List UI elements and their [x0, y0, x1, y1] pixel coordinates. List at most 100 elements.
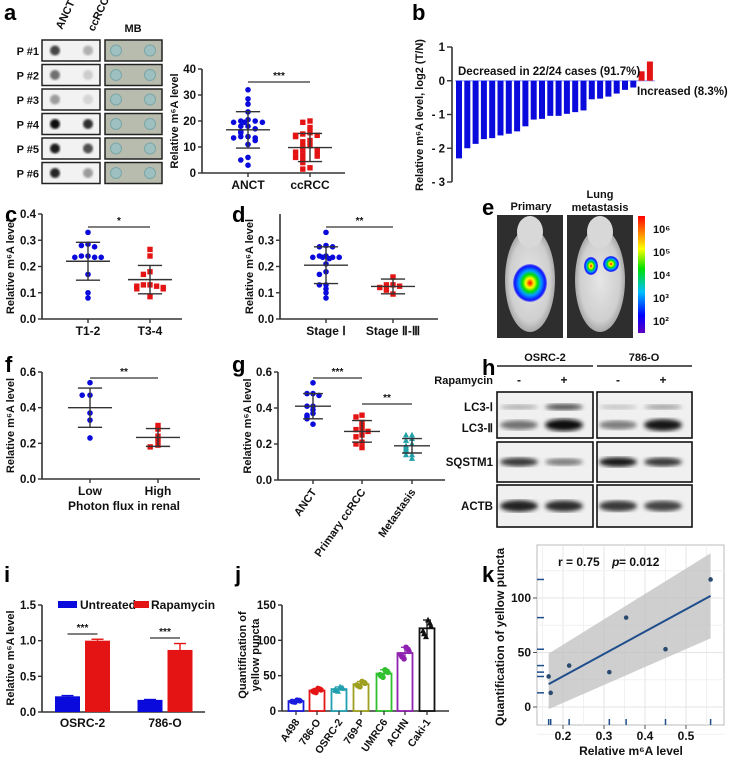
- legend-swatch-untreated: [58, 601, 77, 608]
- protein-band: [644, 419, 682, 431]
- data-point: [252, 126, 258, 132]
- mb-dot: [110, 118, 122, 130]
- data-point: [300, 166, 306, 172]
- lane-label: ccRCC: [86, 0, 112, 33]
- y-tick-label: 0.0: [256, 475, 272, 487]
- protein-band: [500, 420, 538, 430]
- protein-band: [599, 420, 637, 430]
- significance-label: ***: [159, 627, 171, 638]
- x-tick-label: Low: [78, 484, 103, 498]
- x-tick-label: T1-2: [76, 324, 101, 338]
- data-point: [307, 130, 313, 136]
- data-point: [245, 154, 251, 161]
- data-point: [252, 118, 258, 124]
- protein-band: [500, 457, 538, 467]
- bar: [539, 80, 545, 119]
- significance-label: ***: [77, 623, 89, 634]
- data-point: [425, 616, 431, 623]
- image-title-lung: Lung: [587, 189, 614, 201]
- panel-label-a: a: [4, 0, 17, 25]
- cell-line-label: OSRC-2: [524, 352, 566, 364]
- data-point: [409, 431, 415, 438]
- data-point: [421, 630, 427, 637]
- row-label: P #1: [17, 46, 39, 58]
- y-tick-label: 0.0: [20, 474, 36, 486]
- significance-label: *: [117, 216, 121, 227]
- data-point: [300, 159, 306, 166]
- signal-lung-right: [603, 256, 619, 272]
- blot-dot: [83, 168, 93, 178]
- data-point: [98, 254, 104, 261]
- data-point: [300, 146, 306, 153]
- data-point: [134, 286, 140, 292]
- treatment-mark: +: [560, 373, 567, 387]
- blot-dot: [50, 168, 60, 178]
- blot-dot: [83, 143, 93, 154]
- bar: [563, 80, 570, 114]
- bar: [489, 80, 496, 139]
- regression-line: [548, 594, 712, 685]
- panel-label-b: b: [412, 0, 425, 25]
- data-point: [87, 379, 93, 386]
- panel-label-g: g: [232, 352, 245, 377]
- chart-panel-k: 0.2 0.3 0.4 0.5 0 50 100 Relative m⁶A level Quan…: [493, 544, 725, 758]
- mb-dot: [144, 44, 156, 57]
- band-label: ACTB: [461, 501, 493, 513]
- data-point: [245, 96, 251, 102]
- x-tick-label: Stage Ⅱ-Ⅲ: [366, 324, 420, 338]
- bar: [396, 652, 414, 712]
- treatment-label: Rapamycin: [434, 375, 493, 387]
- data-point: [383, 282, 390, 288]
- y-tick-label: 100: [257, 635, 276, 647]
- bar: [456, 80, 462, 159]
- data-point: [326, 255, 333, 262]
- y-tick-label: - 2: [432, 143, 445, 155]
- data-point: [323, 295, 329, 301]
- bar: [605, 80, 612, 97]
- data-point: [403, 447, 409, 454]
- y-tick-label: 50: [263, 671, 276, 683]
- y-tick-label: 0.1: [258, 288, 275, 300]
- data-point: [316, 271, 323, 278]
- data-point: [377, 284, 383, 291]
- y-tick-label: 150: [257, 600, 276, 612]
- data-point: [353, 414, 359, 420]
- bar-rapamycin: [167, 649, 193, 712]
- y-tick-label: 1.5: [20, 600, 37, 612]
- bar: [622, 80, 628, 90]
- x-tick-label: OSRC-2: [60, 716, 106, 730]
- blot-box: [596, 391, 693, 439]
- blot-strip: [41, 137, 101, 160]
- x-tick-label: ANCT: [231, 178, 265, 192]
- mouse-head: [587, 216, 613, 248]
- data-point: [147, 246, 153, 253]
- data-point: [548, 690, 553, 696]
- data-point: [337, 683, 343, 690]
- y-tick-label: 30: [183, 90, 196, 102]
- x-tick-label: Stage Ⅰ: [306, 324, 346, 338]
- y-tick-label: 0.4: [256, 403, 273, 415]
- data-point: [155, 422, 161, 429]
- panel-label-d: d: [232, 202, 245, 227]
- blot-dot: [50, 119, 60, 129]
- data-point: [245, 101, 251, 107]
- annotation-decreased: Decreased in 22/24 cases (91.7%): [458, 66, 640, 78]
- blot-dot: [50, 70, 60, 80]
- y-tick-label: - 1: [432, 110, 446, 122]
- significance-label: **: [383, 393, 391, 404]
- data-point: [409, 455, 415, 461]
- data-point: [245, 162, 251, 168]
- y-tick-label: 0.4: [20, 403, 37, 415]
- data-point: [409, 451, 415, 458]
- dot-blot: ANCT ccRCC MB P #1 P #2 P #3 P #4 P #5 P #6: [17, 0, 163, 185]
- blot-dot: [50, 94, 60, 105]
- data-point: [314, 153, 320, 159]
- data-point: [382, 667, 388, 673]
- y-axis-label: Relative m⁶A level, log2 (T/N): [414, 39, 426, 191]
- y-axis-label: Relative m⁶A level: [5, 219, 17, 314]
- signal-lung-left: [584, 257, 598, 275]
- panel-label-e: e: [482, 195, 494, 220]
